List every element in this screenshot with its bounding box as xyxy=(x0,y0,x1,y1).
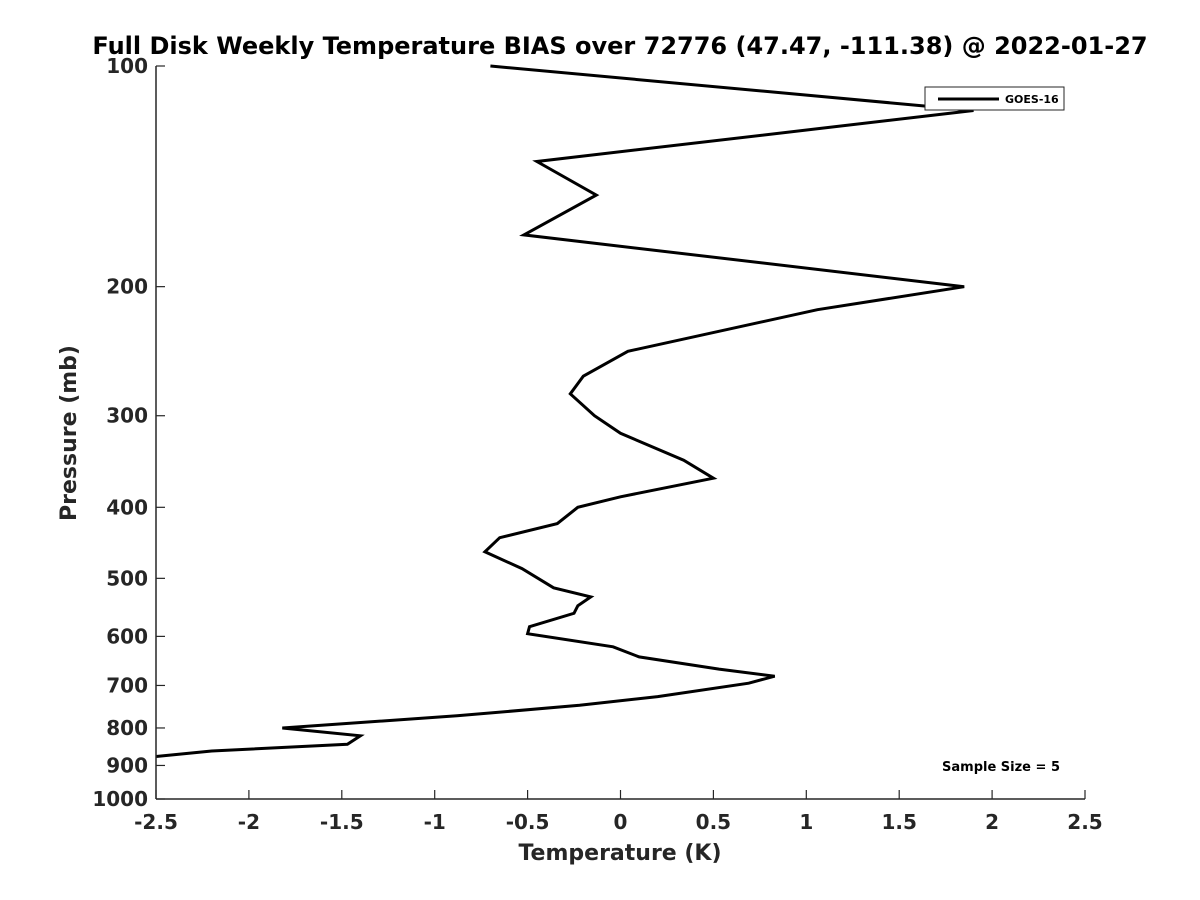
y-tick-label: 500 xyxy=(106,566,148,590)
y-tick-label: 600 xyxy=(106,624,148,648)
y-axis-label: Pressure (mb) xyxy=(57,345,82,521)
x-tick-label: 0.5 xyxy=(696,810,731,834)
x-tick-label: -1.5 xyxy=(320,810,364,834)
y-tick-label: 800 xyxy=(106,716,148,740)
y-ticks: 100 200 300 400 500 600 700 800 900 1000 xyxy=(92,54,165,811)
x-tick-label: 2 xyxy=(985,810,999,834)
y-tick-label: 700 xyxy=(106,673,148,697)
chart-title: Full Disk Weekly Temperature BIAS over 7… xyxy=(92,32,1147,60)
x-ticks: -2.5 -2 -1.5 -1 -0.5 0 0.5 1 1.5 2 2.5 xyxy=(134,790,1103,834)
x-tick-label: 1.5 xyxy=(881,810,916,834)
series-layer xyxy=(155,64,974,758)
x-tick-label: -0.5 xyxy=(506,810,550,834)
series-line-goes-16 xyxy=(155,64,974,758)
sample-size-annotation: Sample Size = 5 xyxy=(942,760,1060,775)
y-tick-label: 300 xyxy=(106,404,148,428)
x-axis-label: Temperature (K) xyxy=(518,841,721,866)
legend-label-goes-16: GOES-16 xyxy=(1005,93,1059,106)
legend: GOES-16 xyxy=(924,86,1065,111)
y-tick-label: 1000 xyxy=(92,787,148,811)
x-tick-label: -2 xyxy=(238,810,260,834)
x-tick-label: 0 xyxy=(614,810,628,834)
x-tick-label: -2.5 xyxy=(134,810,178,834)
x-tick-label: 1 xyxy=(799,810,813,834)
x-tick-label: -1 xyxy=(424,810,446,834)
y-tick-label: 900 xyxy=(106,753,148,777)
y-tick-label: 200 xyxy=(106,275,148,299)
y-tick-label: 400 xyxy=(106,495,148,519)
x-tick-label: 2.5 xyxy=(1067,810,1102,834)
y-tick-label: 100 xyxy=(106,54,148,78)
